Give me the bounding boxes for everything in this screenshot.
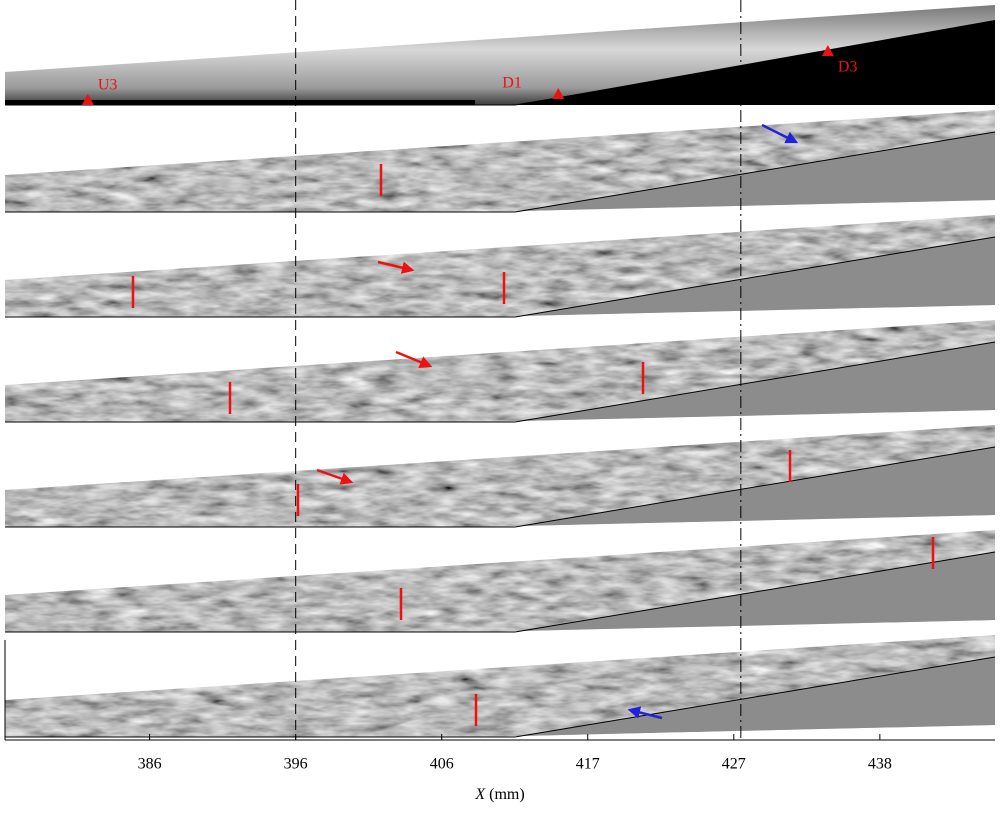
arrow: [627, 706, 663, 720]
x-tick-label: 386: [138, 756, 162, 773]
marker: [821, 45, 834, 56]
wall-region: [515, 552, 995, 632]
strip: [5, 215, 995, 317]
arrow: [377, 260, 415, 274]
strip: [5, 320, 995, 422]
wall-region: [515, 342, 995, 422]
x-tick-label: 417: [576, 756, 600, 773]
x-tick-label: 396: [284, 756, 308, 773]
marker-label: U3: [98, 77, 118, 94]
strip: [5, 110, 995, 212]
strip: [5, 5, 995, 105]
dark-wedge: [515, 20, 995, 105]
arrow: [395, 350, 433, 368]
ramp-line: [514, 551, 996, 633]
x-label-unit: (mm): [489, 786, 525, 803]
arrow: [761, 123, 799, 144]
x-tick-label: 406: [430, 756, 454, 773]
marker-label: D3: [838, 59, 858, 76]
wall-region: [515, 657, 995, 737]
ramp-line: [514, 236, 996, 318]
marker: [81, 94, 94, 105]
strip: [5, 635, 995, 737]
ramp-line: [514, 656, 996, 738]
wall-region: [515, 132, 995, 212]
ramp-line: [514, 131, 996, 213]
ramp-line: [514, 341, 996, 423]
marker-label: D1: [502, 75, 522, 92]
strip-base: [5, 100, 475, 105]
x-tick-label: 438: [868, 756, 892, 773]
wall-region: [515, 447, 995, 527]
strip: [5, 425, 995, 527]
ramp-line: [514, 446, 996, 528]
marker: [552, 88, 565, 99]
x-tick-label: 427: [722, 756, 746, 773]
strip: [5, 530, 995, 632]
x-label-symbol: X: [474, 786, 486, 803]
annotations: U3 D1 D3: [81, 0, 935, 740]
image-strips: [5, 5, 996, 738]
wall-region: [515, 237, 995, 317]
x-label: X (mm): [474, 786, 524, 803]
ramp-line: [514, 24, 996, 106]
arrow: [316, 468, 354, 485]
